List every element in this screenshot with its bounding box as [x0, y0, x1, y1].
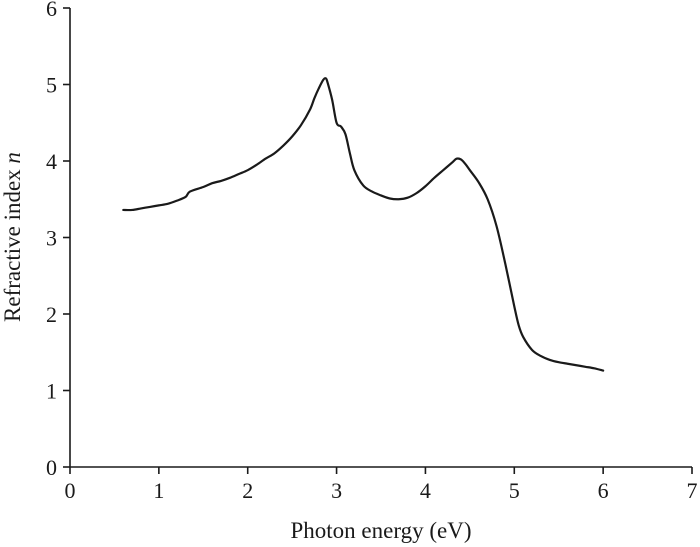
axes — [69, 8, 692, 468]
y-tick-label: 5 — [46, 73, 57, 98]
series-group — [122, 77, 605, 372]
x-tick-label: 6 — [598, 478, 609, 503]
x-ticks: 0 1 2 3 4 5 6 7 — [65, 467, 698, 503]
x-tick-label: 4 — [420, 478, 431, 503]
y-tick-label: 1 — [46, 379, 57, 404]
x-tick-label: 1 — [153, 478, 164, 503]
x-axis-title: Photon energy (eV) — [291, 518, 472, 543]
y-tick-label: 4 — [46, 149, 57, 174]
x-tick-label: 5 — [509, 478, 520, 503]
y-axis-title-symbol: n — [0, 152, 25, 164]
x-tick-label: 7 — [687, 478, 698, 503]
y-tick-label: 6 — [46, 0, 57, 21]
series-line-0 — [122, 77, 605, 372]
x-tick-label: 2 — [242, 478, 253, 503]
y-tick-label: 3 — [46, 226, 57, 251]
y-axis-title: Refractive index n — [0, 152, 25, 322]
y-axis-title-text: Refractive index — [0, 164, 25, 322]
y-ticks: 0 1 2 3 4 5 6 — [46, 0, 70, 480]
x-tick-label: 0 — [65, 478, 76, 503]
y-tick-label: 2 — [46, 302, 57, 327]
x-tick-label: 3 — [331, 478, 342, 503]
y-tick-label: 0 — [46, 455, 57, 480]
